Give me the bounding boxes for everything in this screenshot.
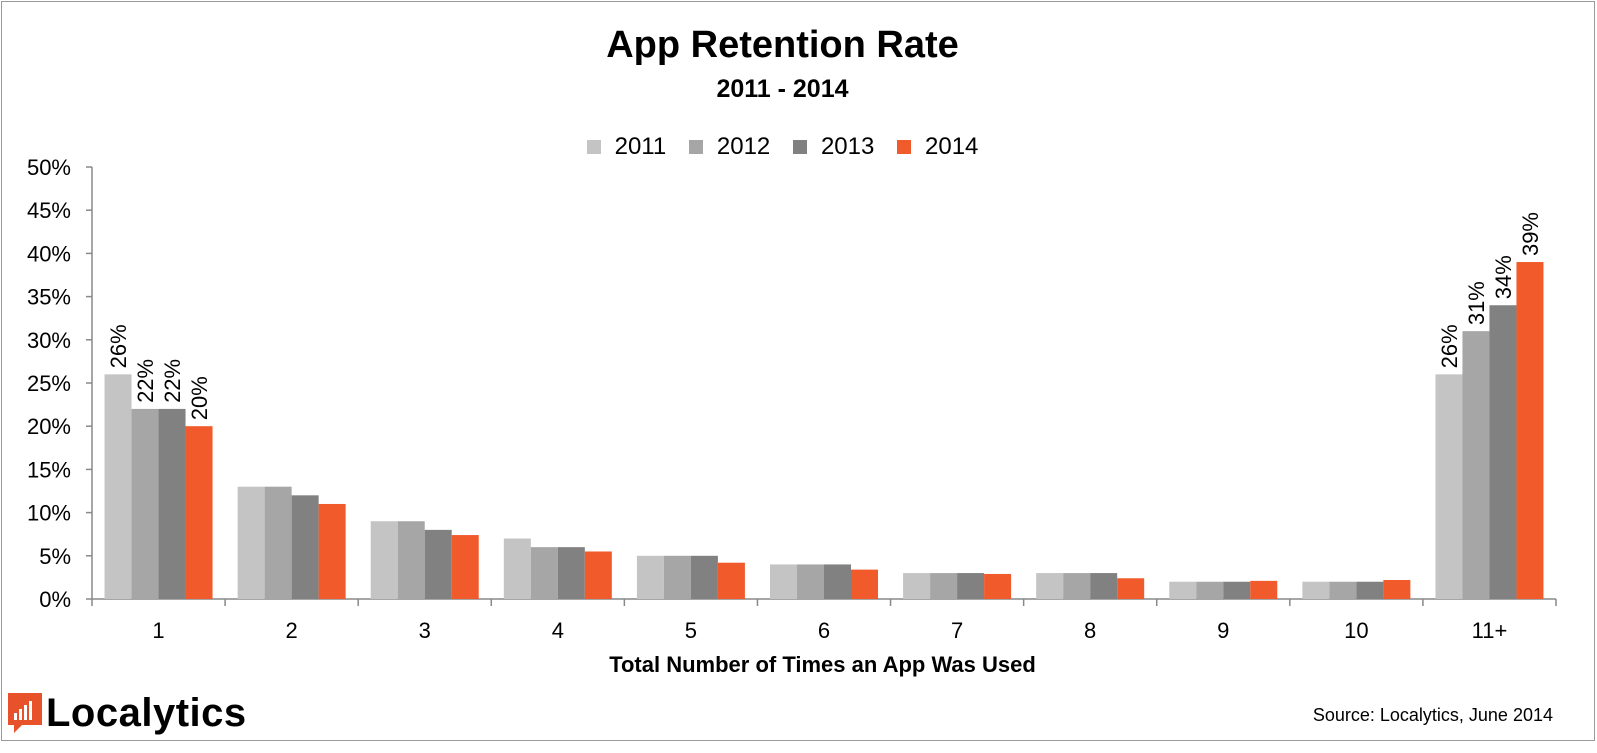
- y-tick-label: 5%: [39, 544, 71, 569]
- bar: [984, 573, 1012, 599]
- bar: [717, 562, 745, 599]
- legend-swatch-2012: [688, 140, 703, 154]
- legend-item-2012: 2012: [688, 133, 771, 161]
- y-tick-label: 50%: [27, 155, 71, 180]
- localytics-logo: Localytics: [8, 689, 247, 737]
- data-label: 22%: [160, 359, 185, 403]
- legend-item-2014: 2014: [897, 133, 978, 161]
- bar: [636, 555, 664, 599]
- data-label: 26%: [106, 324, 131, 368]
- bar: [1356, 581, 1384, 599]
- bar: [1302, 581, 1330, 599]
- bar: [104, 374, 132, 599]
- legend-label-2014: 2014: [925, 133, 979, 160]
- bar: [158, 408, 186, 599]
- x-tick-label: 6: [818, 618, 830, 643]
- chart-title: App Retention Rate: [606, 24, 959, 66]
- bar: [503, 538, 531, 599]
- x-axis-label: Total Number of Times an App Was Used: [609, 652, 1036, 677]
- bar: [131, 408, 159, 599]
- bar: [797, 564, 824, 599]
- bar: [1383, 579, 1411, 599]
- bar: [1462, 331, 1490, 599]
- bar: [185, 426, 213, 599]
- x-tick-label: 10: [1344, 618, 1368, 643]
- legend-item-2011: 2011: [586, 133, 667, 161]
- bar: [1196, 581, 1224, 599]
- y-tick-label: 25%: [27, 371, 71, 396]
- data-label: 31%: [1464, 281, 1489, 325]
- bar: [663, 555, 691, 599]
- bar: [1250, 580, 1278, 599]
- x-tick-label: 1: [152, 618, 164, 643]
- x-tick-label: 2: [286, 618, 298, 643]
- data-label: 39%: [1518, 212, 1543, 256]
- y-tick-label: 15%: [27, 457, 71, 482]
- bar: [237, 486, 265, 599]
- legend-swatch-2013: [792, 140, 807, 154]
- chart-subtitle: 2011 - 2014: [716, 75, 849, 103]
- legend-label-2012: 2012: [716, 133, 771, 160]
- y-tick-label: 30%: [27, 328, 71, 353]
- bar: [957, 573, 985, 599]
- y-tick-label: 35%: [27, 285, 71, 310]
- x-tick-label: 9: [1217, 618, 1229, 643]
- x-tick-label: 5: [685, 618, 697, 643]
- bar: [1516, 262, 1544, 599]
- localytics-logo-icon: [8, 693, 42, 733]
- bar: [930, 573, 958, 599]
- data-label: 20%: [187, 376, 212, 420]
- bar: [1435, 374, 1463, 599]
- bar: [851, 569, 878, 599]
- data-label: 22%: [133, 359, 158, 403]
- bar: [530, 547, 558, 599]
- bar: [424, 529, 452, 599]
- data-label: 26%: [1437, 324, 1462, 368]
- bar: [291, 495, 319, 599]
- x-tick-label: 7: [951, 618, 963, 643]
- bar: [1223, 581, 1251, 599]
- bar: [397, 521, 425, 599]
- bar: [770, 564, 797, 599]
- bar: [584, 551, 612, 599]
- bar: [1489, 305, 1517, 599]
- y-tick-label: 10%: [27, 501, 71, 526]
- bar: [1036, 573, 1064, 599]
- legend-swatch-2011: [586, 140, 601, 154]
- y-tick-label: 40%: [27, 241, 71, 266]
- bar: [370, 521, 398, 599]
- bar: [264, 486, 292, 599]
- x-tick-label: 3: [419, 618, 431, 643]
- data-label: 34%: [1491, 255, 1516, 299]
- localytics-logo-text: Localytics: [46, 691, 247, 735]
- bar: [824, 564, 851, 599]
- bar: [903, 573, 931, 599]
- legend-label-2011: 2011: [614, 133, 667, 160]
- y-tick-label: 20%: [27, 414, 71, 439]
- y-tick-label: 45%: [27, 198, 71, 223]
- legend-item-2013: 2013: [792, 133, 875, 161]
- bar: [557, 547, 585, 599]
- bar: [1090, 573, 1118, 599]
- legend-label-2013: 2013: [820, 133, 875, 160]
- x-tick-label: 11+: [1472, 618, 1508, 643]
- legend-swatch-2014: [897, 140, 911, 154]
- y-tick-label: 0%: [39, 587, 71, 612]
- legend: 2011 2012 2013 2014: [0, 133, 1565, 161]
- bar: [1063, 573, 1091, 599]
- bar: [1169, 581, 1197, 599]
- source-note: Source: Localytics, June 2014: [1312, 705, 1553, 725]
- bar: [1117, 578, 1145, 599]
- bar: [1329, 581, 1357, 599]
- bar: [451, 535, 479, 599]
- x-tick-label: 4: [552, 618, 564, 643]
- bar: [318, 503, 346, 599]
- bar: [690, 555, 718, 599]
- x-tick-label: 8: [1084, 618, 1096, 643]
